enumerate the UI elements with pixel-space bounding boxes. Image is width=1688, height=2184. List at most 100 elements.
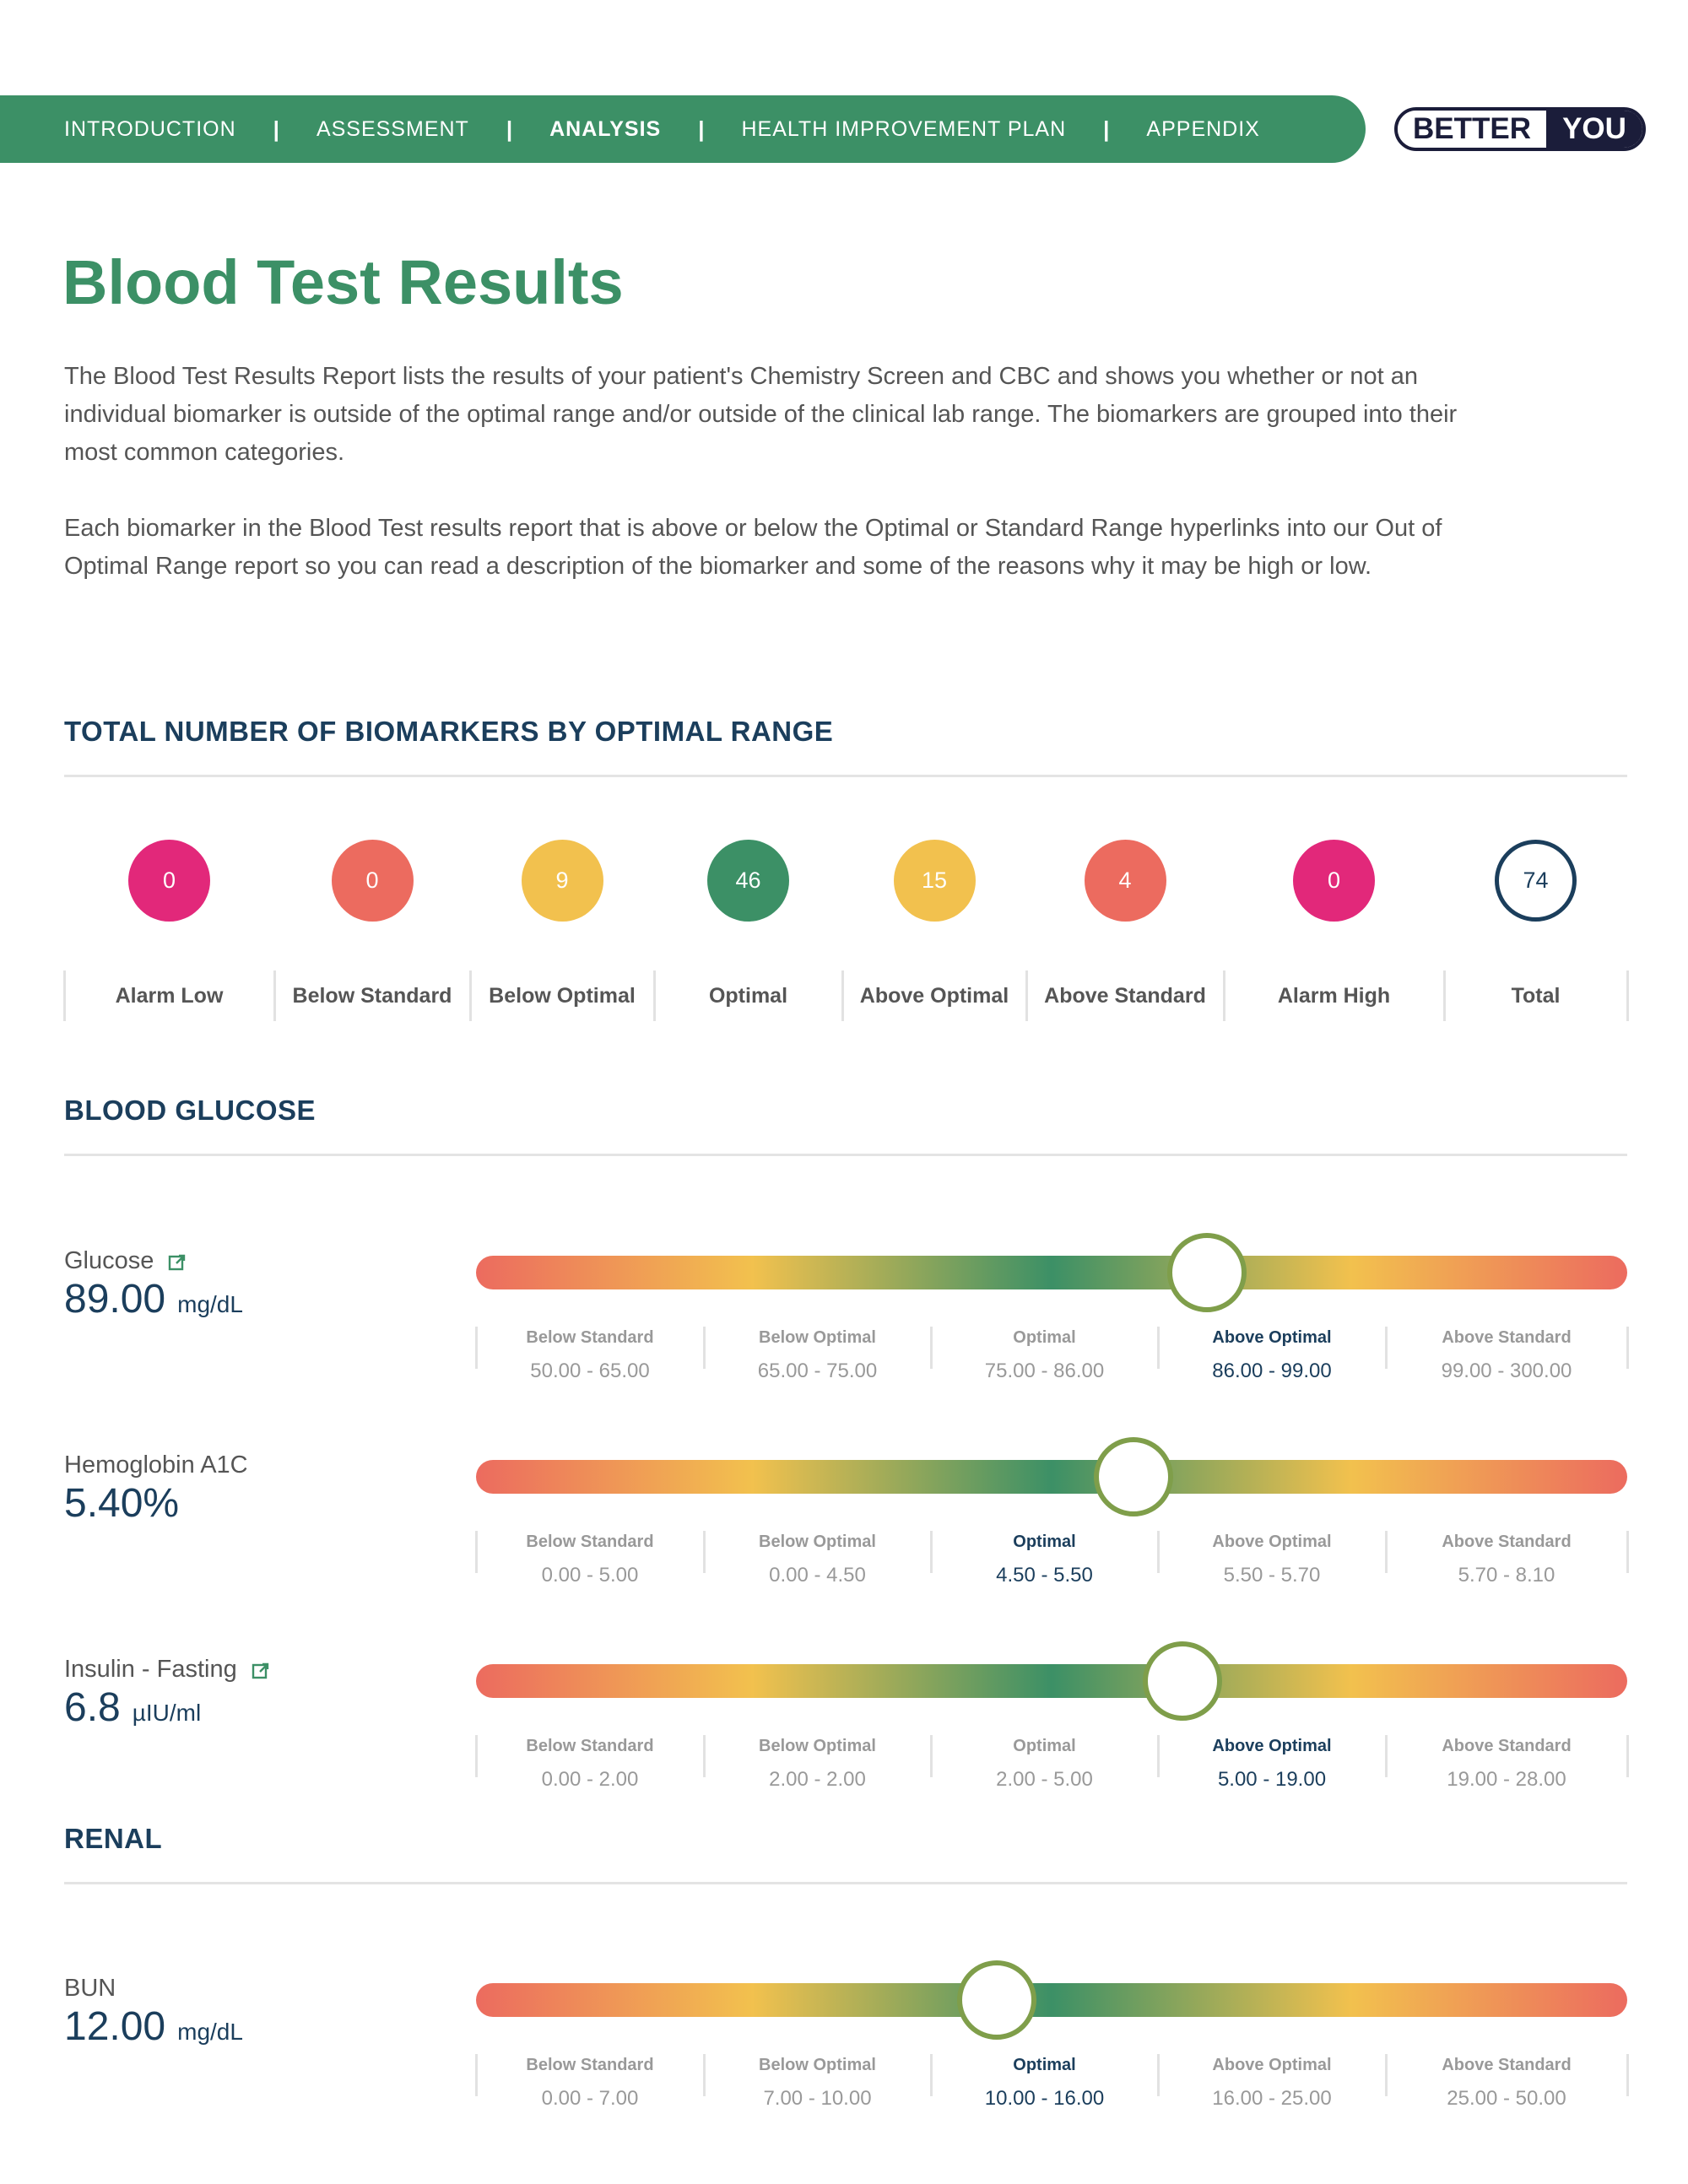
column-divider [1626, 970, 1629, 1021]
nav-assessment[interactable]: ASSESSMENT [316, 116, 469, 141]
range-value: 0.00 - 2.00 [541, 1768, 639, 1791]
page-title: Blood Test Results [62, 247, 624, 317]
range-label: Below Optimal [759, 1328, 876, 1347]
better-you-logo: BETTER YOU [1394, 107, 1646, 151]
range-column: Below Standard 0.00 - 7.00 [476, 2056, 704, 2111]
range-column: Above Optimal 16.00 - 25.00 [1158, 2056, 1386, 2111]
range-column: Below Standard 0.00 - 2.00 [476, 1737, 704, 1792]
range-divider [703, 1531, 706, 1573]
count-badge: 0 [128, 840, 210, 922]
range-label: Above Optimal [1212, 1533, 1332, 1551]
nav-introduction[interactable]: INTRODUCTION [64, 116, 236, 141]
nav-health-improvement-plan[interactable]: HEALTH IMPROVEMENT PLAN [741, 116, 1067, 141]
range-divider [475, 2054, 478, 2096]
value-marker [956, 1960, 1036, 2040]
range-value: 5.00 - 19.00 [1217, 1768, 1327, 1791]
external-link-icon[interactable] [167, 1251, 187, 1272]
column-divider [1223, 970, 1225, 1021]
range-value: 86.00 - 99.00 [1212, 1360, 1332, 1382]
range-divider [703, 1327, 706, 1369]
range-column: Optimal 10.00 - 16.00 [931, 2056, 1158, 2111]
biomarker-name-text: Glucose [64, 1247, 154, 1274]
range-value: 50.00 - 65.00 [530, 1360, 650, 1382]
range-divider [475, 1327, 478, 1369]
range-label: Above Standard [1442, 2056, 1572, 2074]
range-bar [476, 1460, 1627, 1494]
biomarker-value: 12.00 mg/dL [64, 2003, 243, 2050]
range-value: 5.50 - 5.70 [1223, 1564, 1321, 1587]
range-divider [1157, 2054, 1160, 2096]
logo-text-better: BETTER [1398, 111, 1546, 148]
range-value: 2.00 - 2.00 [769, 1768, 866, 1791]
range-value: 25.00 - 50.00 [1447, 2087, 1566, 2110]
range-divider [930, 1327, 933, 1369]
divider [64, 775, 1627, 777]
count-badge: 74 [1495, 840, 1577, 922]
range-value: 0.00 - 5.00 [541, 1564, 639, 1587]
summary-label: Optimal [708, 984, 788, 1008]
range-column: Above Optimal 5.00 - 19.00 [1158, 1737, 1386, 1792]
range-divider [475, 1531, 478, 1573]
biomarker-name[interactable]: Glucose [64, 1247, 187, 1275]
range-column: Below Optimal 7.00 - 10.00 [704, 2056, 931, 2111]
range-label: Above Optimal [1212, 1328, 1332, 1347]
summary-count: 15 [842, 840, 1026, 922]
value-number: 89.00 [64, 1277, 166, 1322]
column-divider [653, 970, 656, 1021]
count-badge: 4 [1084, 840, 1166, 922]
summary-count: 0 [64, 840, 274, 922]
range-label: Above Standard [1442, 1737, 1572, 1755]
range-label: Below Optimal [759, 1737, 876, 1755]
intro-paragraph-2: Each biomarker in the Blood Test results… [64, 515, 1442, 580]
count-badge: 15 [893, 840, 976, 922]
biomarker-value: 5.40% [64, 1480, 179, 1527]
summary-label: Alarm Low [115, 984, 224, 1008]
range-divider [930, 2054, 933, 2096]
range-label: Above Optimal [1212, 2056, 1332, 2074]
range-value: 75.00 - 86.00 [984, 1360, 1105, 1382]
nav-analysis[interactable]: ANALYSIS [549, 116, 662, 141]
range-label: Above Standard [1442, 1328, 1572, 1347]
value-unit: mg/dL [177, 2019, 243, 2045]
range-divider [1626, 2054, 1629, 2096]
summary-count: 9 [470, 840, 654, 922]
count-badge: 0 [1293, 840, 1375, 922]
range-column: Below Optimal 0.00 - 4.50 [704, 1533, 931, 1587]
column-divider [469, 970, 472, 1021]
range-divider [1157, 1531, 1160, 1573]
biomarker-name-text: Insulin - Fasting [64, 1656, 237, 1683]
nav-separator: | [1103, 116, 1110, 142]
column-divider [841, 970, 844, 1021]
count-badge: 46 [707, 840, 789, 922]
range-divider [930, 1735, 933, 1777]
nav-appendix[interactable]: APPENDIX [1146, 116, 1260, 141]
range-value: 19.00 - 28.00 [1447, 1768, 1566, 1791]
value-marker [1143, 1641, 1223, 1721]
range-bar [476, 1664, 1627, 1698]
range-divider [703, 1735, 706, 1777]
range-divider [1385, 1735, 1388, 1777]
summary-label: Below Optimal [489, 984, 636, 1008]
range-column: Above Standard 5.70 - 8.10 [1386, 1533, 1627, 1587]
range-column: Above Optimal 5.50 - 5.70 [1158, 1533, 1386, 1587]
range-value: 10.00 - 16.00 [984, 2087, 1105, 2110]
summary-label: Above Optimal [859, 984, 1009, 1008]
summary-count: 46 [654, 840, 842, 922]
range-label: Optimal [1013, 1328, 1076, 1347]
range-label: Optimal [1013, 2056, 1076, 2074]
biomarker-name-text: BUN [64, 1975, 116, 2002]
range-label: Below Optimal [759, 1533, 876, 1551]
value-marker [1167, 1233, 1247, 1312]
range-divider [1385, 2054, 1388, 2096]
biomarker-name: Hemoglobin A1C [64, 1451, 248, 1479]
range-divider [703, 2054, 706, 2096]
range-column: Above Standard 99.00 - 300.00 [1386, 1328, 1627, 1383]
biomarker-value: 6.8 µIU/ml [64, 1684, 201, 1731]
range-value: 2.00 - 5.00 [996, 1768, 1093, 1791]
biomarker-value: 89.00 mg/dL [64, 1276, 243, 1322]
range-value: 16.00 - 25.00 [1212, 2087, 1332, 2110]
range-divider [1626, 1327, 1629, 1369]
external-link-icon[interactable] [251, 1660, 271, 1680]
count-badge: 0 [331, 840, 414, 922]
biomarker-name[interactable]: Insulin - Fasting [64, 1656, 271, 1684]
